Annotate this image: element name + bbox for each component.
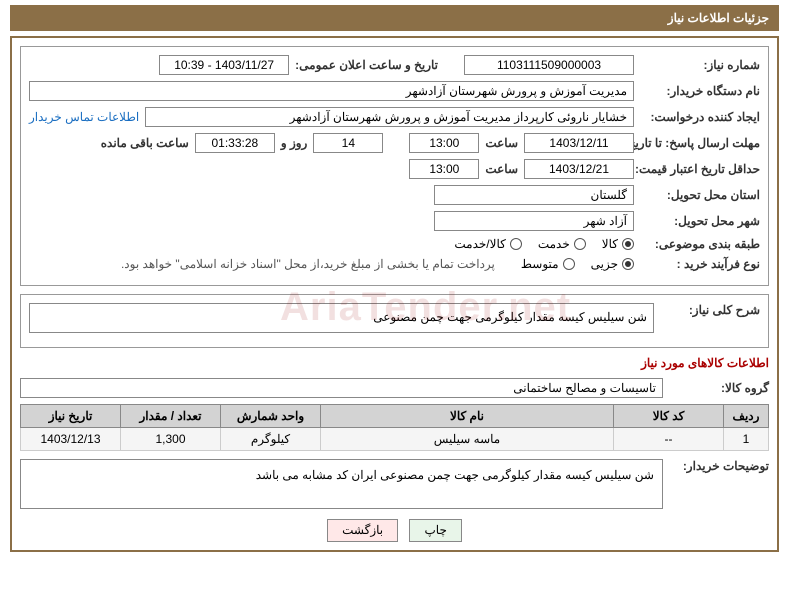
th-unit: واحد شمارش (221, 405, 321, 428)
province-label: استان محل تحویل: (640, 188, 760, 202)
city: آزاد شهر (434, 211, 634, 231)
countdown: 01:33:28 (195, 133, 275, 153)
th-row: ردیف (724, 405, 769, 428)
radio-medium-label: متوسط (521, 257, 559, 271)
time-word-2: ساعت (485, 162, 518, 176)
validity-date: 1403/12/21 (524, 159, 634, 179)
description-label: شرح کلی نیاز: (660, 303, 760, 317)
radio-both-label: کالا/خدمت (454, 237, 505, 251)
cell-date: 1403/12/13 (21, 428, 121, 451)
radio-partial[interactable]: جزیی (591, 257, 634, 271)
page-title: جزئیات اطلاعات نیاز (10, 5, 779, 31)
deadline-date: 1403/12/11 (524, 133, 634, 153)
announce-date: 1403/11/27 - 10:39 (159, 55, 289, 75)
radio-medium-circle (563, 258, 575, 270)
th-qty: تعداد / مقدار (121, 405, 221, 428)
th-name: نام کالا (321, 405, 614, 428)
radio-both-circle (510, 238, 522, 250)
back-button[interactable]: بازگشت (327, 519, 398, 542)
radio-service[interactable]: خدمت (538, 237, 586, 251)
buyer-notes-text: شن سیلیس کیسه مقدار کیلوگرمی جهت چمن مصن… (20, 459, 663, 509)
deadline-label: مهلت ارسال پاسخ: تا تاریخ: (640, 136, 760, 150)
description-frame: شرح کلی نیاز: شن سیلیس کیسه مقدار کیلوگر… (20, 294, 769, 348)
main-info-frame: شماره نیاز: 1103111509000003 تاریخ و ساع… (20, 46, 769, 286)
print-button[interactable]: چاپ (409, 519, 461, 542)
radio-goods-circle (622, 238, 634, 250)
deadline-time: 13:00 (409, 133, 479, 153)
city-label: شهر محل تحویل: (640, 214, 760, 228)
radio-partial-label: جزیی (591, 257, 618, 271)
requester: خشایار ناروئی کارپرداز مدیریت آموزش و پر… (145, 107, 634, 127)
radio-goods-label: کالا (602, 237, 618, 251)
time-word-1: ساعت (485, 136, 518, 150)
table-row: 1 -- ماسه سیلیس کیلوگرم 1,300 1403/12/13 (21, 428, 769, 451)
outer-frame: AriaTender.net شماره نیاز: 1103111509000… (10, 36, 779, 552)
province: گلستان (434, 185, 634, 205)
radio-service-label: خدمت (538, 237, 570, 251)
days-word: روز و (281, 136, 308, 150)
buyer-notes-label: توضیحات خریدار: (669, 459, 769, 473)
group-label: گروه کالا: (669, 381, 769, 395)
radio-medium[interactable]: متوسط (521, 257, 575, 271)
goods-section-title: اطلاعات کالاهای مورد نیاز (20, 356, 769, 370)
radio-partial-circle (622, 258, 634, 270)
radio-goods[interactable]: کالا (602, 237, 634, 251)
group-value: تاسیسات و مصالح ساختمانی (20, 378, 663, 398)
cell-row: 1 (724, 428, 769, 451)
need-number-label: شماره نیاز: (640, 58, 760, 72)
days-remaining: 14 (313, 133, 383, 153)
process-label: نوع فرآیند خرید : (640, 257, 760, 271)
buyer-org: مدیریت آموزش و پرورش شهرستان آزادشهر (29, 81, 634, 101)
cell-code: -- (614, 428, 724, 451)
description-text: شن سیلیس کیسه مقدار کیلوگرمی جهت چمن مصن… (29, 303, 654, 333)
radio-both[interactable]: کالا/خدمت (454, 237, 521, 251)
contact-link[interactable]: اطلاعات تماس خریدار (29, 110, 139, 124)
cell-qty: 1,300 (121, 428, 221, 451)
th-code: کد کالا (614, 405, 724, 428)
validity-label: حداقل تاریخ اعتبار قیمت: تا تاریخ: (640, 162, 760, 176)
requester-label: ایجاد کننده درخواست: (640, 110, 760, 124)
validity-time: 13:00 (409, 159, 479, 179)
th-date: تاریخ نیاز (21, 405, 121, 428)
payment-note: پرداخت تمام یا بخشی از مبلغ خرید،از محل … (121, 257, 495, 271)
cell-name: ماسه سیلیس (321, 428, 614, 451)
radio-service-circle (574, 238, 586, 250)
remaining-label: ساعت باقی مانده (101, 136, 189, 150)
need-number: 1103111509000003 (464, 55, 634, 75)
goods-table: ردیف کد کالا نام کالا واحد شمارش تعداد /… (20, 404, 769, 451)
category-label: طبقه بندی موضوعی: (640, 237, 760, 251)
cell-unit: کیلوگرم (221, 428, 321, 451)
buyer-org-label: نام دستگاه خریدار: (640, 84, 760, 98)
announce-label: تاریخ و ساعت اعلان عمومی: (295, 58, 438, 72)
